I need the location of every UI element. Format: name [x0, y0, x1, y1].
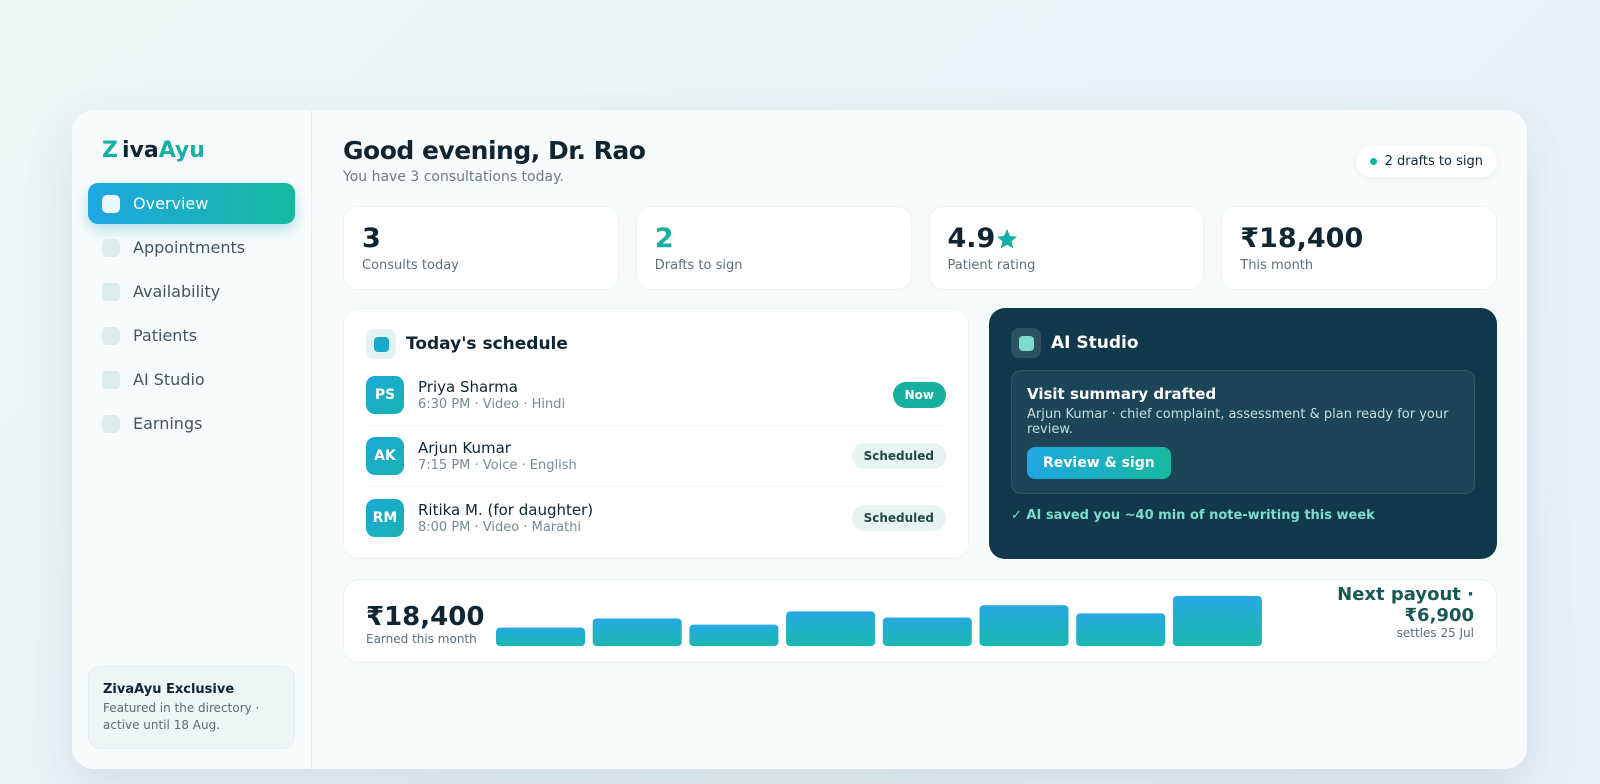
- next-payout: Next payout · ₹6,900: [1337, 584, 1474, 626]
- nav-label: Patients: [133, 326, 198, 345]
- patient-meta: 6:30 PM · Video · Hindi: [418, 397, 566, 412]
- settle-date: settles 25 Jul: [1396, 626, 1474, 640]
- bar: [786, 611, 876, 646]
- bar: [592, 618, 682, 646]
- stat-value: 4.9: [948, 223, 1186, 254]
- status-pill: Scheduled: [851, 443, 946, 469]
- schedule-row: RM Ritika M. (for daughter) 8:00 PM · Vide…: [366, 487, 946, 548]
- ai-footer: ✓ AI saved you ~40 min of note-writing t…: [1011, 508, 1375, 523]
- logo-text: Ayu: [158, 138, 205, 163]
- subtitle: You have 3 consultations today.: [343, 169, 564, 185]
- stat-card: 2 Drafts to sign: [635, 206, 912, 290]
- nav-item[interactable]: Patients: [88, 315, 295, 356]
- stat-card: 3 Consults today: [343, 206, 619, 290]
- stat-number: ₹18,400: [1240, 223, 1364, 254]
- nav-label: Overview: [133, 194, 209, 213]
- review-button[interactable]: Review & sign: [1027, 447, 1171, 479]
- nav-item[interactable]: Availability: [88, 271, 295, 312]
- stat-value: 3: [362, 223, 600, 254]
- promo-title: ZivaAyu Exclusive: [103, 682, 235, 697]
- bar: [496, 627, 585, 646]
- status-pill: Scheduled: [851, 504, 946, 531]
- stats: 3 Consults today 2 Drafts to sign 4.9 Patient…: [343, 206, 1497, 290]
- bar: [979, 605, 1069, 646]
- earned-label: Earned this month: [366, 632, 477, 646]
- main: Good evening, Dr. Rao You have 3 consult…: [312, 110, 1527, 769]
- avatar: PS: [366, 376, 404, 414]
- earnings-chart: [496, 596, 1262, 646]
- patient: Priya Sharma 6:30 PM · Video · Hindi: [418, 378, 893, 412]
- nav-label: Earnings: [133, 414, 203, 433]
- icon: [366, 329, 396, 359]
- patient-meta: 7:15 PM · Voice · English: [418, 458, 577, 473]
- ai-title: AI Studio: [1051, 333, 1139, 353]
- nav-item[interactable]: Appointments: [88, 227, 295, 268]
- logo-mark: Z: [102, 138, 118, 163]
- schedule-card: Today's schedule PS Priya Sharma 6:30 PM ·…: [343, 308, 969, 559]
- patient-name: Arjun Kumar: [418, 439, 511, 457]
- logo-text: iva: [121, 138, 159, 163]
- schedule-row: AK Arjun Kumar 7:15 PM · Voice · English Sc…: [366, 426, 946, 487]
- avatar: AK: [366, 437, 404, 475]
- stat-label: Consults today: [362, 258, 459, 273]
- bar: [689, 624, 779, 646]
- stat-value: ₹18,400: [1240, 223, 1478, 254]
- bar: [882, 617, 972, 646]
- stat-label: Patient rating: [947, 258, 1036, 273]
- stat-number: 2: [654, 223, 674, 254]
- summary-title: Visit summary drafted: [1027, 385, 1217, 403]
- greeting: Good evening, Dr. Rao: [343, 136, 646, 165]
- avatar: RM: [366, 498, 404, 537]
- promo: ZivaAyu Exclusive Featured in the directo…: [88, 666, 295, 749]
- stat-label: Drafts to sign: [654, 258, 743, 273]
- stat-value: 2: [655, 223, 893, 254]
- promo-text: Featured in the directory · active until…: [103, 701, 260, 732]
- drafts-badge[interactable]: 2 drafts to sign: [1355, 146, 1497, 177]
- nav-item[interactable]: Earnings: [88, 403, 295, 444]
- earned-amount: ₹18,400: [366, 602, 485, 632]
- patient: Ritika M. (for daughter) 8:00 PM · Video …: [418, 501, 852, 535]
- status-pill: Now: [892, 382, 946, 408]
- patient: Arjun Kumar 7:15 PM · Voice · English: [418, 439, 852, 473]
- patient-name: Ritika M. (for daughter): [418, 500, 594, 519]
- summary-text: Arjun Kumar · chief complaint, assessmen…: [1027, 407, 1449, 437]
- nav-label: AI Studio: [133, 370, 205, 389]
- stat-number: 3: [362, 223, 381, 254]
- nav-icon: [102, 370, 120, 389]
- patient-meta: 8:00 PM · Video · Marathi: [418, 519, 582, 535]
- nav: Overview Appointments Availability Patients…: [88, 183, 295, 444]
- nav-icon: [102, 414, 120, 433]
- ai-summary: Visit summary drafted Arjun Kumar · chie…: [1011, 370, 1475, 494]
- icon: [1011, 328, 1041, 358]
- stat-label: This month: [1240, 258, 1314, 273]
- bar: [1076, 613, 1166, 646]
- nav-icon: [102, 194, 120, 213]
- nav-icon: [102, 326, 120, 345]
- nav-label: Appointments: [133, 238, 246, 257]
- patient-name: Priya Sharma: [418, 378, 518, 396]
- star-icon: [997, 228, 1018, 248]
- ai-card: AI Studio Visit summary drafted Arjun Ku…: [989, 308, 1497, 559]
- earnings-card: ₹18,400 Earned this month Next payout · ₹…: [343, 579, 1497, 663]
- stat-card: ₹18,400 This month: [1221, 206, 1497, 290]
- nav-label: Availability: [133, 282, 221, 301]
- nav-icon: [102, 238, 120, 257]
- nav-item[interactable]: AI Studio: [88, 359, 295, 400]
- stat-card: 4.9 Patient rating: [928, 206, 1205, 290]
- schedule-row: PS Priya Sharma 6:30 PM · Video · Hindi Now: [366, 365, 946, 426]
- stat-number: 4.9: [947, 223, 996, 254]
- schedule-title: Today's schedule: [406, 334, 568, 354]
- bar: [1172, 596, 1262, 646]
- nav-item[interactable]: Overview: [88, 183, 295, 224]
- nav-icon: [102, 282, 120, 301]
